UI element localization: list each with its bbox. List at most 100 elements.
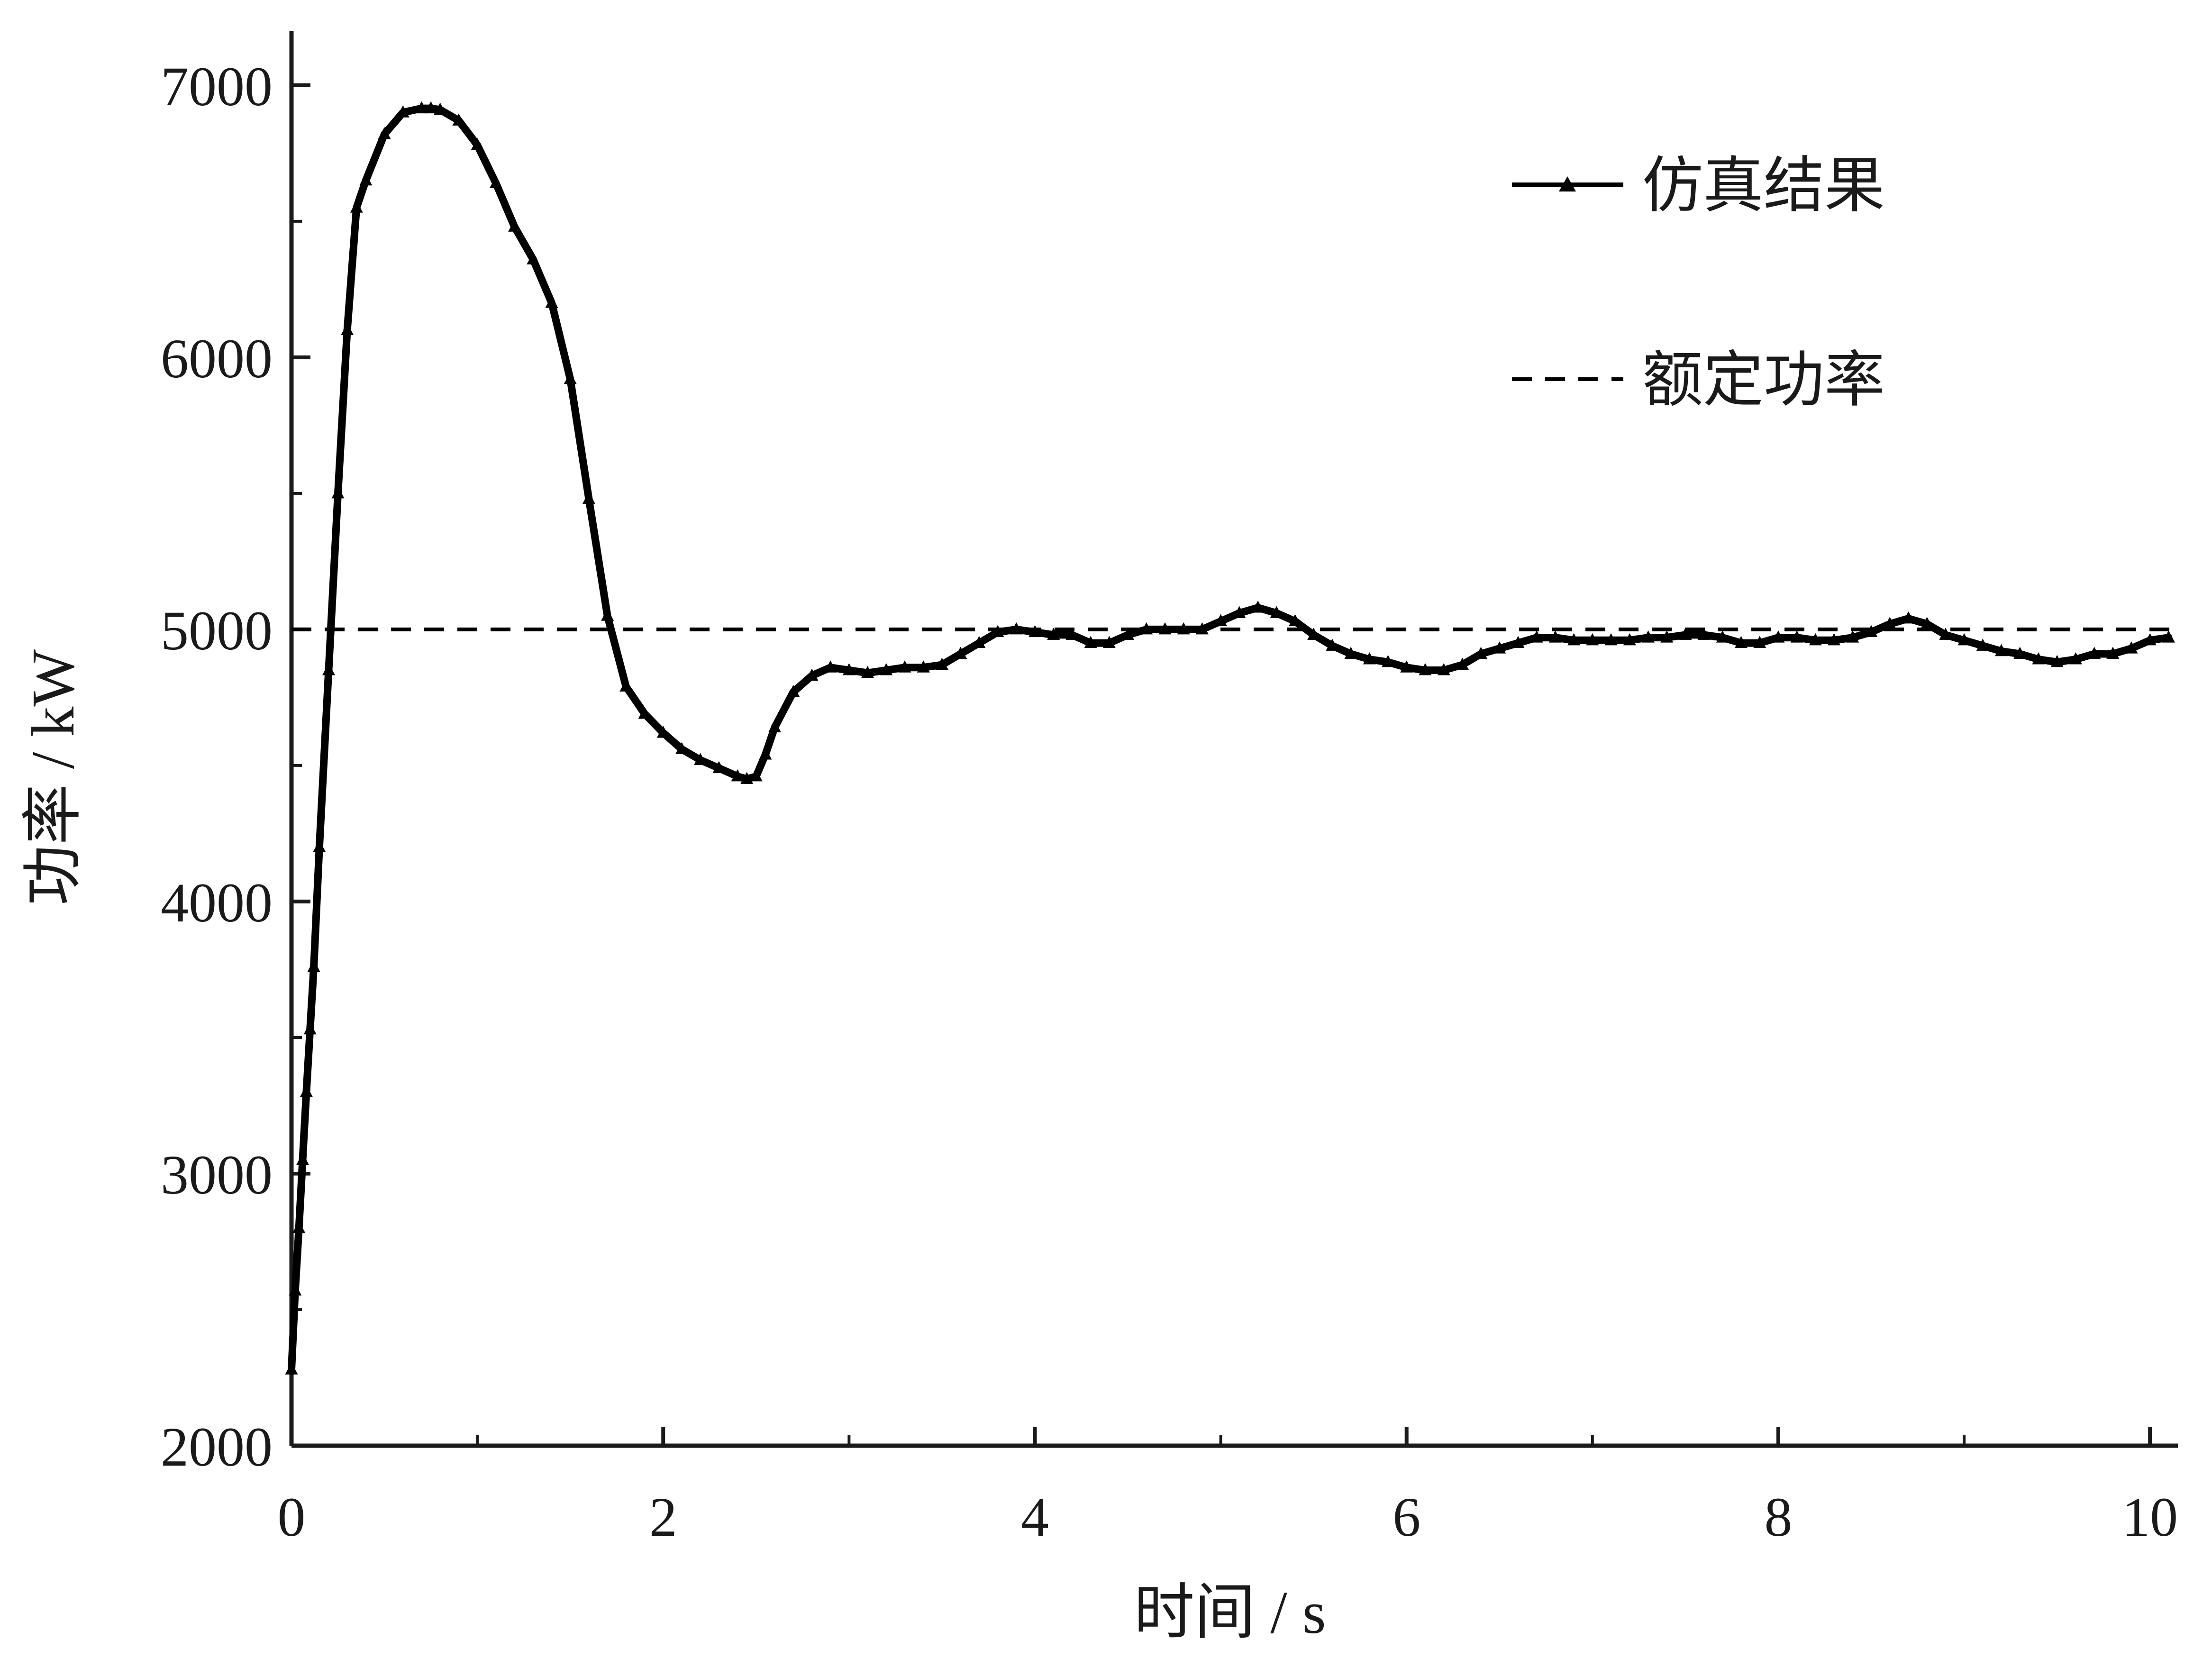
simulation-point <box>1214 614 1228 627</box>
simulation-point <box>285 1362 298 1375</box>
simulation-point <box>675 742 688 754</box>
simulation-point <box>1251 600 1265 613</box>
simulation-point <box>331 486 345 499</box>
simulation-point <box>935 657 948 670</box>
simulation-point <box>1344 647 1357 659</box>
simulation-point <box>350 201 363 213</box>
simulation-point <box>303 1022 317 1035</box>
y-tick-label: 3000 <box>161 1144 273 1206</box>
simulation-point <box>1102 636 1116 648</box>
simulation-point <box>601 609 614 621</box>
simulation-point <box>842 663 856 675</box>
simulation-point <box>313 840 326 852</box>
simulation-point <box>1939 628 1952 640</box>
simulation-point <box>768 720 782 733</box>
simulation-point <box>545 296 558 308</box>
simulation-point <box>1363 652 1376 665</box>
x-tick-label: 8 <box>1764 1486 1792 1548</box>
simulation-point <box>359 173 373 186</box>
simulation-point <box>2125 641 2138 654</box>
simulation-point <box>415 101 428 114</box>
simulation-point <box>1270 606 1283 618</box>
simulation-point <box>2088 647 2101 659</box>
simulation-point <box>1437 663 1450 675</box>
simulation-point <box>527 252 540 264</box>
simulation-point <box>731 769 744 782</box>
simulation-point <box>292 1221 306 1233</box>
simulation-point <box>1883 617 1896 629</box>
y-axis-title: 功率 / kW <box>19 649 87 906</box>
legend: 仿真结果 额定功率 <box>1512 152 1885 414</box>
simulation-point <box>1121 628 1135 640</box>
simulation-point <box>824 660 837 673</box>
simulation-point <box>917 660 930 673</box>
simulation-point <box>861 665 874 678</box>
simulation-point <box>1586 633 1599 646</box>
simulation-point <box>1846 630 1859 643</box>
simulation-point <box>471 138 484 150</box>
simulation-point <box>2162 630 2175 643</box>
simulation-point <box>1716 630 1729 643</box>
simulation-point <box>289 1283 302 1296</box>
simulation-point <box>1567 633 1581 646</box>
simulation-point <box>991 625 1004 638</box>
simulation-point <box>1641 630 1655 643</box>
simulation-point <box>1790 630 1803 643</box>
x-tick-label: 0 <box>278 1486 306 1548</box>
simulation-point <box>1475 647 1488 659</box>
simulation-point <box>1400 660 1413 673</box>
simulation-point <box>1288 614 1302 627</box>
simulation-point <box>508 219 521 232</box>
simulation-point <box>378 127 391 139</box>
simulation-point <box>396 105 410 118</box>
simulation-point <box>2013 647 2027 659</box>
x-tick-label: 4 <box>1021 1486 1049 1548</box>
x-tick-label: 2 <box>649 1486 677 1548</box>
simulation-point <box>1233 606 1246 618</box>
legend-label-simulation: 仿真结果 <box>1642 152 1885 219</box>
simulation-point <box>973 636 986 648</box>
simulation-point <box>1753 636 1766 648</box>
simulation-point <box>749 769 763 782</box>
simulation-point <box>1679 628 1692 640</box>
simulation-point <box>564 372 577 384</box>
y-tick-label: 6000 <box>161 328 273 390</box>
axes: 0 2 4 6 8 10 2000 3000 4000 5000 6000 7000 <box>161 31 2178 1548</box>
simulation-point <box>341 323 354 335</box>
simulation-point <box>2106 647 2120 659</box>
simulation-point <box>1809 633 1822 646</box>
simulation-point <box>1065 628 1079 640</box>
y-tick-label: 2000 <box>161 1416 273 1478</box>
simulation-point <box>1660 630 1674 643</box>
x-tick-label: 10 <box>2122 1486 2178 1548</box>
y-tick-label: 4000 <box>161 872 273 934</box>
simulation-point <box>1735 636 1748 648</box>
simulation-point <box>619 679 633 692</box>
simulation-point <box>1326 638 1339 651</box>
simulation-point <box>1140 622 1153 635</box>
simulation-line <box>288 104 2173 1374</box>
simulation-point <box>694 753 707 765</box>
simulation-point <box>1456 657 1469 670</box>
simulation-point <box>2050 655 2064 667</box>
simulation-point <box>2069 652 2082 665</box>
simulation-point <box>424 101 437 114</box>
simulation-point <box>1307 628 1320 640</box>
simulation-point <box>1921 617 1934 629</box>
simulation-point <box>1419 663 1432 675</box>
simulation-point <box>638 706 651 719</box>
legend-marker-simulation <box>1559 176 1576 191</box>
simulation-point <box>1828 633 1841 646</box>
simulation-point <box>656 726 670 738</box>
simulation-point <box>434 102 447 115</box>
simulation-point <box>1195 622 1209 635</box>
simulation-point <box>759 747 772 760</box>
simulation-point <box>1902 611 1915 624</box>
y-tick-label: 7000 <box>161 55 273 118</box>
x-axis-title: 时间 / s <box>1134 1579 1326 1646</box>
simulation-point <box>1623 633 1636 646</box>
simulation-point <box>898 660 911 673</box>
simulation-point <box>1084 636 1097 648</box>
simulation-point <box>582 492 595 504</box>
